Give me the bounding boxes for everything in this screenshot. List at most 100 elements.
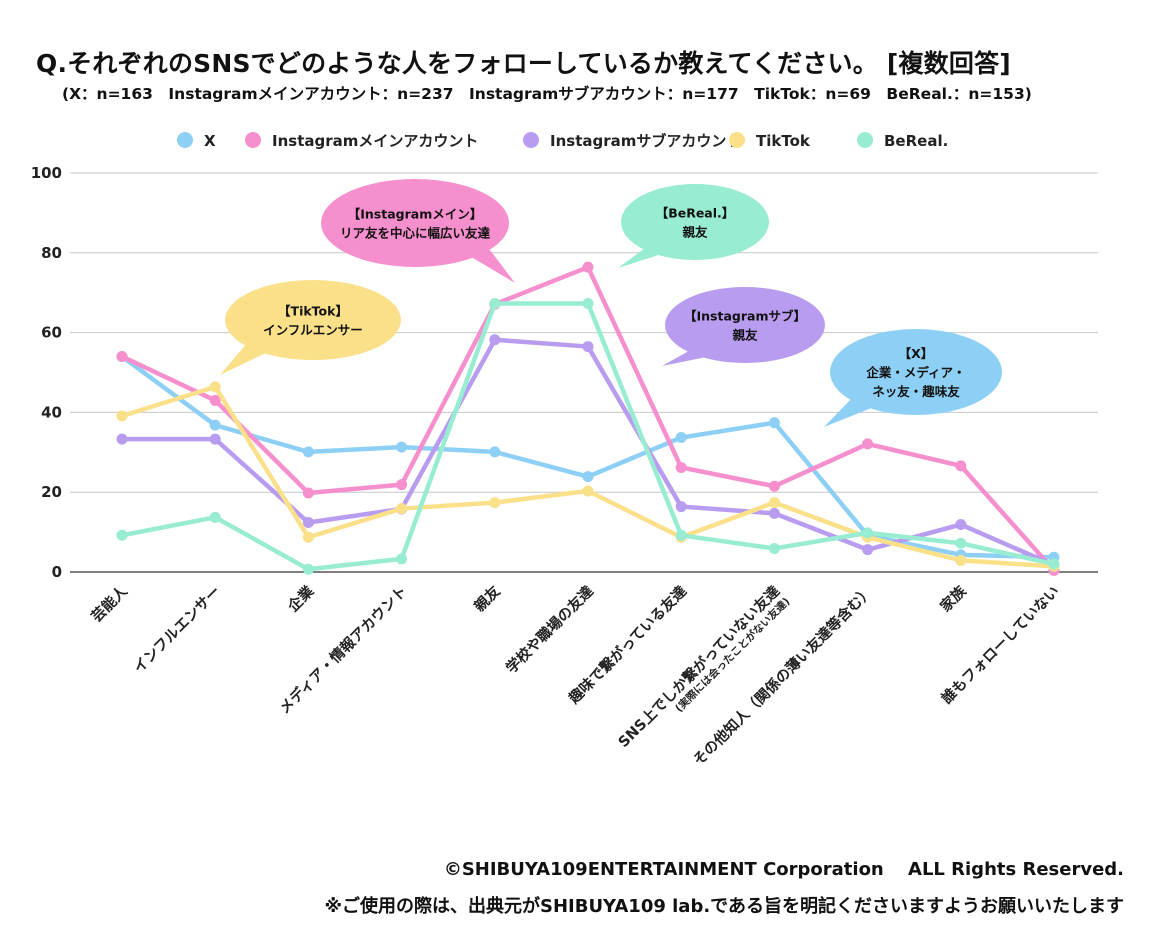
x-tick-label: SNS上でしか繋がっていない友達 [614,582,783,751]
data-point [582,341,594,353]
data-point [396,479,408,491]
data-point [582,297,594,309]
data-point [302,446,314,458]
x-tick-label: 企業 [283,582,317,616]
bubble-title: 【BeReal.】 [656,206,735,221]
bubble-line: インフルエンサー [263,323,363,338]
data-point [489,497,501,509]
copyright-text: ©SHIBUYA109ENTERTAINMENT Corporation ALL… [443,859,1124,880]
data-point [675,461,687,473]
bubble-title: 【Instagramサブ】 [684,309,806,324]
x-tick-label-group: 親友 [470,582,504,616]
x-tick-label: 親友 [470,582,504,616]
data-point [768,497,780,509]
data-point [862,527,874,539]
data-point [675,501,687,513]
data-point [116,433,128,445]
bubble-title: 【X】 [899,346,934,361]
legend-swatch [729,132,745,148]
data-point [396,441,408,453]
legend-label: X [204,132,216,150]
data-point [768,507,780,519]
y-tick-label: 40 [41,403,62,421]
bubble-body [665,287,825,363]
bubble-line: 企業・メディア・ [865,365,965,380]
data-point [955,554,967,566]
data-point [1048,558,1060,570]
series-4 [116,297,1060,575]
x-tick-label: 家族 [936,582,970,616]
legend-label: Instagramメインアカウント [272,132,478,150]
data-point [209,381,221,393]
x-tick-label: インフルエンサー [130,583,224,677]
x-tick-label-group: 家族 [936,582,970,616]
data-point [862,544,874,556]
data-point [489,297,501,309]
bubble-line: ネッ友・趣味友 [872,384,960,399]
bubble-body [830,329,1002,415]
annotation-bubble: 【X】企業・メディア・ネッ友・趣味友 [824,329,1002,427]
data-point [489,446,501,458]
data-point [768,417,780,429]
data-point [675,529,687,541]
bubble-tail [468,250,515,283]
bubble-body [621,184,769,260]
annotation-bubble: 【Instagramサブ】親友 [662,287,825,366]
chart-subtitle: (X：n=163 Instagramメインアカウント：n=237 Instagr… [62,85,1032,103]
bubble-line: リア友を中心に幅広い友達 [340,226,491,241]
chart-series [116,261,1060,576]
legend-label: TikTok [756,132,811,150]
x-tick-label-group: SNS上でしか繋がっていない友達(実際には会ったことがない友達) [614,582,792,751]
bubble-line: 親友 [682,225,708,240]
y-tick-label: 20 [41,483,62,501]
legend-label: BeReal. [884,132,948,150]
data-point [955,519,967,531]
chart-legend: X Instagramメインアカウント Instagramサブアカウント TikTok… [177,132,948,150]
data-point [489,334,501,346]
data-point [582,261,594,273]
bubble-line: 親友 [732,328,758,343]
data-point [209,511,221,523]
x-tick-label: 学校や職場の友達 [502,582,597,677]
x-tick-label: 芸能人 [87,582,131,626]
bubble-title: 【Instagramメイン】 [348,207,482,222]
data-point [302,517,314,529]
bubble-title: 【TikTok】 [278,304,348,319]
data-point [582,471,594,483]
x-tick-label-group: インフルエンサー [130,583,224,677]
legend-swatch [523,132,539,148]
data-point [116,529,128,541]
y-tick-label: 100 [31,164,62,182]
y-tick-label: 60 [41,324,62,342]
data-point [209,419,221,431]
data-point [396,553,408,565]
series-3 [116,381,1060,572]
data-point [396,503,408,515]
legend-swatch [177,132,193,148]
annotation-bubble: 【Instagramメイン】リア友を中心に幅広い友達 [321,179,515,283]
data-point [302,563,314,575]
data-point [768,542,780,554]
x-tick-label-group: 学校や職場の友達 [502,582,597,677]
legend-swatch [857,132,873,148]
legend-swatch [245,132,261,148]
data-point [116,410,128,422]
data-point [675,432,687,444]
data-point [302,487,314,499]
data-point [955,460,967,472]
usage-notice: ※ご使用の際は、出典元がSHIBUYA109 lab.である旨を明記くださいます… [324,896,1125,917]
data-point [116,351,128,363]
y-tick-label: 80 [41,244,62,262]
data-point [582,485,594,497]
annotation-bubble: 【TikTok】インフルエンサー [220,280,401,375]
y-tick-label: 0 [52,563,62,581]
y-axis: 0 20 40 60 80 100 [31,164,62,581]
x-tick-label-group: 企業 [283,582,317,616]
chart-title: Q.それぞれのSNSでどのような人をフォローしているか教えてください。 [複数回… [36,49,1011,78]
annotation-bubbles: 【Instagramメイン】リア友を中心に幅広い友達【BeReal.】親友【Ti… [220,179,1002,427]
bubble-body [225,280,401,360]
x-tick-label-group: 芸能人 [87,582,131,626]
data-point [209,394,221,406]
